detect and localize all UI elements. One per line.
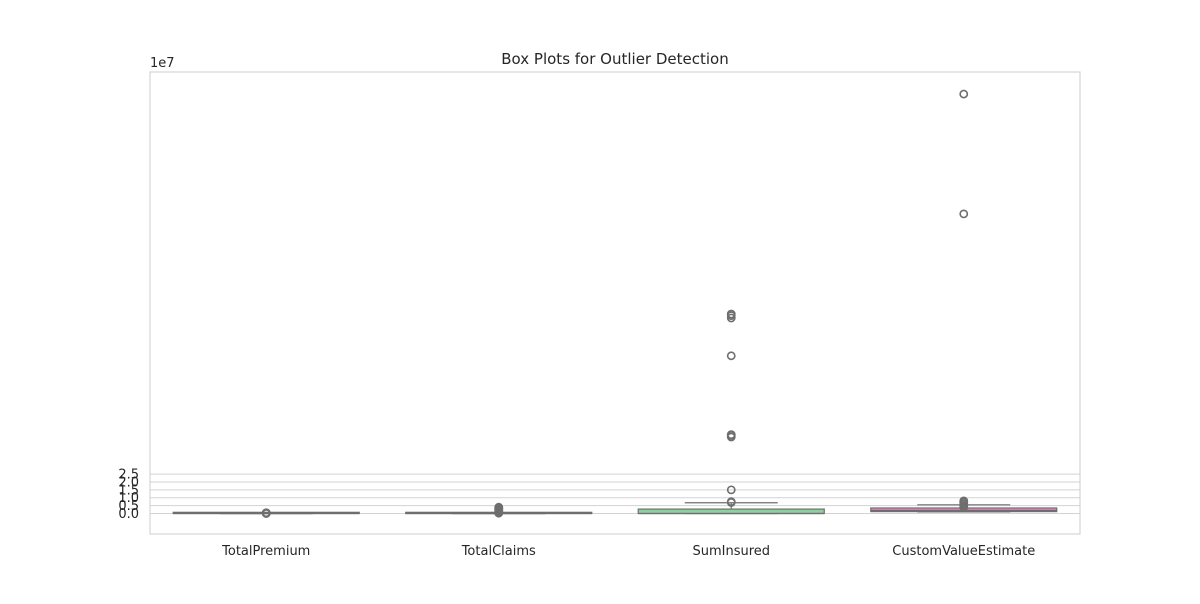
y-tick-label: 2.5 bbox=[118, 468, 139, 483]
y-tick-label: 1.0 bbox=[118, 491, 139, 506]
outlier-point bbox=[261, 508, 271, 518]
y-tick-labels: 0.00.51.01.52.02.5 bbox=[118, 468, 139, 522]
box-iqr bbox=[637, 508, 825, 515]
x-tick-label: TotalClaims bbox=[461, 544, 536, 559]
outlier-point bbox=[726, 309, 736, 319]
y-tick-label: 0.0 bbox=[118, 507, 139, 522]
y-tick-label: 2.0 bbox=[118, 475, 139, 490]
box-group bbox=[637, 309, 825, 515]
box-group bbox=[405, 502, 593, 518]
outlier-point bbox=[726, 351, 736, 361]
plot-frame bbox=[149, 71, 1081, 535]
outlier-point bbox=[726, 485, 736, 495]
box-layer bbox=[172, 89, 1058, 518]
box-group bbox=[870, 89, 1058, 513]
outlier-point bbox=[959, 89, 969, 99]
outlier-point bbox=[726, 497, 736, 507]
x-tick-labels: TotalPremium TotalClaims SumInsured CustomV… bbox=[221, 544, 1035, 559]
box-group bbox=[172, 508, 360, 518]
outlier-point bbox=[959, 209, 969, 219]
chart-title: Box Plots for Outlier Detection bbox=[501, 50, 728, 68]
y-tick-label: 0.5 bbox=[118, 499, 139, 514]
outlier-point bbox=[959, 496, 969, 506]
outlier-point bbox=[726, 430, 736, 440]
x-tick-label: CustomValueEstimate bbox=[892, 544, 1035, 559]
y-axis-offset-label: 1e7 bbox=[150, 56, 175, 71]
x-tick-label: SumInsured bbox=[692, 544, 770, 559]
outlier-point bbox=[494, 502, 504, 512]
y-tick-label: 1.5 bbox=[118, 483, 139, 498]
x-tick-label: TotalPremium bbox=[221, 544, 310, 559]
